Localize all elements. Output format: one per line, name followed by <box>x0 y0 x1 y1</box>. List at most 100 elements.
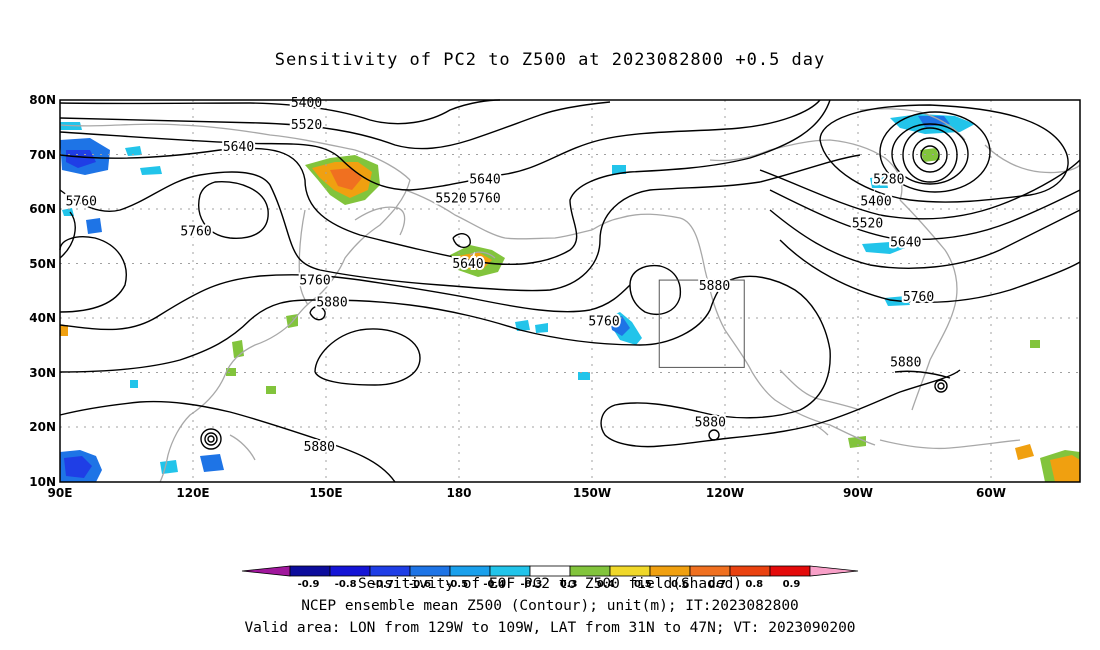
shade-blob <box>125 146 142 156</box>
colorbar-swatch <box>729 565 771 577</box>
colorbar: -0.9 -0.8 -0.7 -0.6 -0.5 -0.4 -0.3 0.3 0.4 0.5 0.6… <box>241 565 859 590</box>
colorbar-tick-label: -0.7 <box>372 579 394 590</box>
contour-label: 5760 <box>903 290 934 305</box>
colorbar-swatch <box>689 565 731 577</box>
contour-label: 5880 <box>304 440 335 455</box>
colorbar-swatch <box>569 565 611 577</box>
shade-blob <box>612 165 626 174</box>
colorbar-tick-label: -0.4 <box>483 579 505 590</box>
lon-label: 150E <box>309 486 342 500</box>
shade-blob <box>515 320 530 331</box>
shade-blob <box>66 150 96 168</box>
caption-line-1: Sensitivity of EOF PC2 to Z500 field(Sha… <box>357 576 743 592</box>
colorbar-tick-label: 0.6 <box>671 579 689 590</box>
contour-label: 5760 <box>66 194 97 209</box>
shade-blob <box>848 436 866 448</box>
shade-blob <box>86 218 102 234</box>
colorbar-tick-label: -0.6 <box>409 579 431 590</box>
colorbar-swatch <box>769 565 811 577</box>
contour-label: 5880 <box>890 355 921 370</box>
graticule <box>60 100 1080 482</box>
lat-label: 50N <box>29 257 56 271</box>
colorbar-tick-label: 0.4 <box>597 579 615 590</box>
contour-label: 5760 <box>299 274 330 289</box>
shade-blob <box>1015 444 1034 460</box>
shade-blob <box>578 372 590 380</box>
colorbar-swatch <box>409 565 451 577</box>
shade-blob <box>200 454 224 472</box>
map-title: Sensitivity of PC2 to Z500 at 2023082800… <box>274 50 826 70</box>
contour-label: 5640 <box>890 235 921 250</box>
contour-label: 5880 <box>316 295 347 310</box>
contour-label: 5880 <box>699 279 730 294</box>
colorbar-tick-label: -0.3 <box>520 579 542 590</box>
colorbar-swatch <box>449 565 491 577</box>
shade-blob <box>64 456 92 478</box>
colorbar-swatch <box>329 565 371 577</box>
contour-label: 5280 <box>873 173 904 188</box>
colorbar-swatch <box>489 565 531 577</box>
lon-label: 90E <box>48 486 73 500</box>
caption-line-3: Valid area: LON from 129W to 109W, LAT f… <box>244 620 856 636</box>
shade-blob <box>870 176 888 188</box>
shade-blob <box>266 386 276 394</box>
contour-label: 5880 <box>695 415 726 430</box>
shade-blob <box>226 368 236 376</box>
contour-label: 5640 <box>452 257 483 272</box>
contour-label: 5400 <box>860 194 891 209</box>
contour-label: 5400 <box>291 96 322 111</box>
shade-blob <box>60 325 68 336</box>
shade-blob <box>920 148 940 162</box>
lon-label: 150W <box>573 486 611 500</box>
colorbar-swatch <box>529 565 571 577</box>
caption-line-2: NCEP ensemble mean Z500 (Contour); unit(… <box>301 598 799 614</box>
colorbar-swatch <box>289 565 331 577</box>
lon-label: 120W <box>706 486 744 500</box>
lat-label: 30N <box>29 366 56 380</box>
colorbar-high-extension <box>809 565 859 577</box>
colorbar-tick-label: -0.8 <box>335 579 357 590</box>
shade-blob <box>330 168 362 190</box>
shade-blob <box>130 380 138 388</box>
colorbar-tick-label: -0.9 <box>298 579 320 590</box>
lat-label: 80N <box>29 93 56 107</box>
contour-label: 5520 <box>291 118 322 133</box>
colorbar-swatch <box>369 565 411 577</box>
shade-blob <box>862 242 905 254</box>
contour-labels: 5400552056405760576055205640576056405760… <box>64 94 937 457</box>
contour-label: 5760 <box>469 192 500 207</box>
lat-label: 70N <box>29 148 56 162</box>
colorbar-tick-label: -0.5 <box>446 579 468 590</box>
lat-label: 60N <box>29 202 56 216</box>
contour-label: 5760 <box>180 224 211 239</box>
colorbar-swatch <box>649 565 691 577</box>
shade-blob <box>535 323 548 333</box>
colorbar-tick-label: 0.5 <box>634 579 652 590</box>
contour-label: 5760 <box>588 315 619 330</box>
map-frame <box>59 99 1081 483</box>
contour-label: 5520 <box>852 216 883 231</box>
colorbar-tick-label: 0.8 <box>745 579 763 590</box>
contour-label: 5640 <box>469 173 500 188</box>
valid-area-box <box>658 279 745 368</box>
colorbar-low-extension <box>241 565 291 577</box>
colorbar-tick-label: 0.9 <box>783 579 801 590</box>
colorbar-swatch <box>609 565 651 577</box>
lon-label: 90W <box>843 486 873 500</box>
shade-blob <box>1030 340 1040 348</box>
z500-contours <box>59 99 1081 483</box>
lat-label: 10N <box>29 475 56 489</box>
shade-blob <box>140 166 162 175</box>
contour-label: 5520 <box>435 192 466 207</box>
shade-blob <box>160 460 178 474</box>
lon-label: 120E <box>176 486 209 500</box>
colorbar-tick-label: 0.3 <box>560 579 578 590</box>
shade-blob <box>1050 455 1080 482</box>
colorbar-tick-label: 0.7 <box>708 579 726 590</box>
lat-label: 40N <box>29 311 56 325</box>
lon-label: 60W <box>976 486 1006 500</box>
lon-label: 180 <box>446 486 471 500</box>
lat-label: 20N <box>29 420 56 434</box>
shade-blob <box>610 316 630 336</box>
